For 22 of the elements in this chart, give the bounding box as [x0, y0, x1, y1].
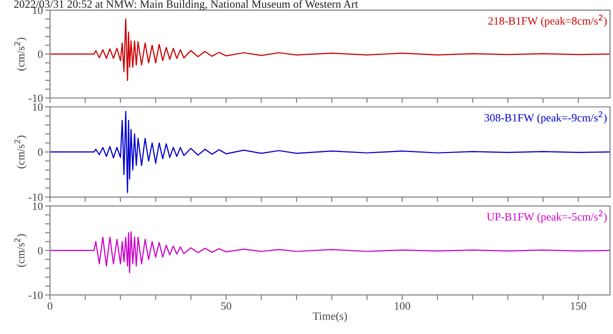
- y-tick-label: -10: [28, 291, 43, 299]
- y-tick-label: -10: [28, 94, 43, 102]
- y-axis-title: (cm/s$^{2}$): [14, 136, 27, 168]
- y-tick-label: 10: [32, 6, 43, 14]
- x-axis-title: Time(s): [312, 312, 347, 322]
- y-tick-label: 0: [38, 246, 43, 254]
- text: 218-B1FW (peak=8cm/s$^{2}$): [488, 14, 607, 27]
- text: UP-B1FW (peak=-5cm/s$^{2}$): [486, 210, 607, 223]
- y-axis-title: (cm/s$^{2}$): [14, 38, 27, 70]
- y-axis-title: (cm/s$^{2}$): [14, 234, 27, 267]
- line-series: [50, 231, 610, 274]
- y-tick-label: 0: [38, 148, 43, 156]
- x-tick-label: 150: [570, 302, 586, 310]
- y-tick-label: 10: [32, 103, 43, 111]
- y-tick-label: 0: [38, 50, 43, 58]
- line-series: [50, 110, 610, 194]
- x-tick-label: 0: [48, 302, 52, 310]
- y-tick-label: -10: [28, 194, 43, 202]
- text: 308-B1FW (peak=-9cm/s$^{2}$): [484, 111, 607, 124]
- x-tick-label: 100: [394, 302, 410, 310]
- y-tick-label: 10: [32, 202, 43, 210]
- x-tick-label: 50: [221, 302, 232, 310]
